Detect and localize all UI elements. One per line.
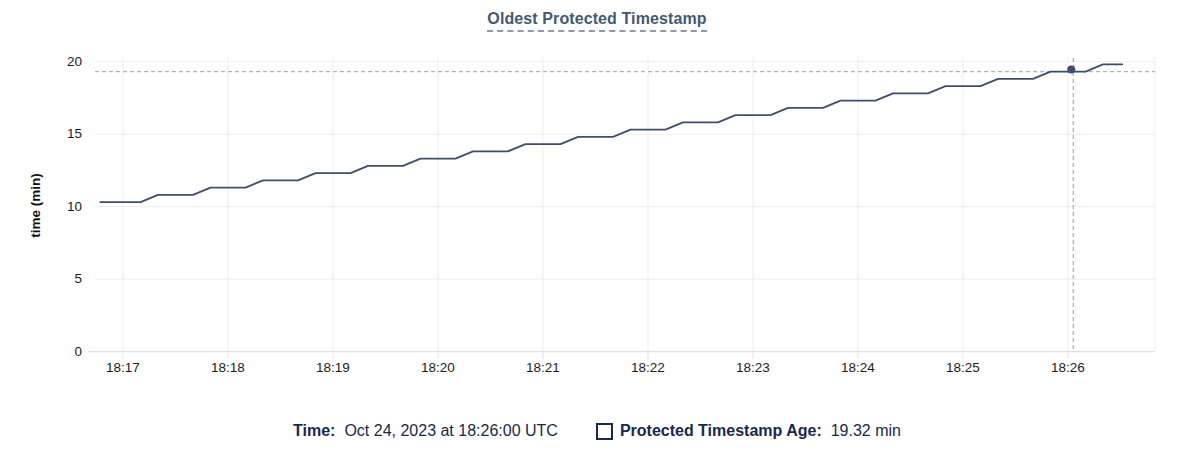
chart-panel: Oldest Protected Timestamp time (min) 18…	[0, 0, 1194, 466]
y-tick-label: 5	[50, 271, 82, 287]
series-value: 19.32 min	[831, 421, 901, 441]
series-checkbox-icon[interactable]	[596, 423, 613, 440]
x-tick-label: 18:19	[301, 360, 365, 376]
x-tick-label: 18:25	[931, 360, 995, 376]
legend-series-protected-timestamp-age[interactable]: Protected Timestamp Age: 19.32 min	[596, 421, 901, 441]
series-line	[100, 64, 1122, 202]
series-label: Protected Timestamp Age:	[620, 421, 822, 441]
hover-time-value: Oct 24, 2023 at 18:26:00 UTC	[344, 422, 557, 439]
x-tick-label: 18:24	[826, 360, 890, 376]
chart-hover-legend: Time: Oct 24, 2023 at 18:26:00 UTC Protec…	[0, 421, 1194, 441]
y-tick-label: 0	[50, 344, 82, 360]
x-tick-label: 18:26	[1036, 360, 1100, 376]
hover-point-dot	[1067, 66, 1075, 74]
plot-area[interactable]: time (min) 18:17 18:18 18:19 18:20 18:21 18:2…	[0, 0, 1194, 400]
x-tick-label: 18:23	[721, 360, 785, 376]
hover-time-label: Time:	[293, 422, 335, 439]
hover-time: Time: Oct 24, 2023 at 18:26:00 UTC	[293, 421, 558, 441]
y-tick-label: 10	[50, 199, 82, 215]
y-tick-label: 15	[50, 126, 82, 142]
x-tick-label: 18:22	[616, 360, 680, 376]
x-tick-label: 18:20	[406, 360, 470, 376]
x-tick-label: 18:18	[196, 360, 260, 376]
y-tick-label: 20	[50, 54, 82, 70]
chart-canvas	[0, 0, 1194, 400]
y-axis-title: time (min)	[28, 146, 45, 266]
x-tick-label: 18:21	[511, 360, 575, 376]
x-tick-label: 18:17	[91, 360, 155, 376]
